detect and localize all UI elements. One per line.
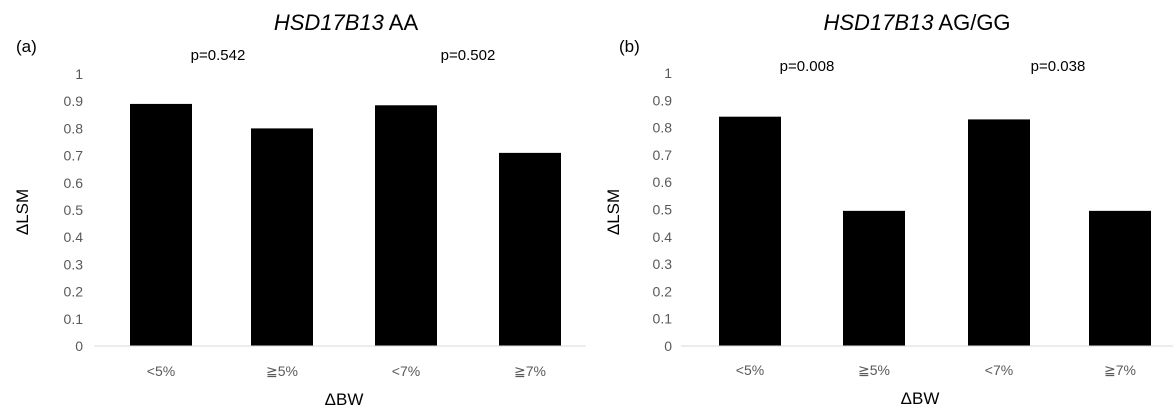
bar (1089, 210, 1151, 346)
chart-title-gene: HSD17B13 (823, 10, 934, 35)
x-axis-title: ΔBW (325, 390, 364, 409)
y-tick-label: 0.7 (64, 148, 84, 164)
p-value-label: p=0.038 (1031, 58, 1086, 75)
y-axis-title: ΔLSM (604, 189, 623, 235)
y-ticks-group: 0 0.1 0.2 0.3 0.4 0.5 0.6 0.7 0.8 0.9 1 (653, 65, 673, 354)
x-tick-label: <5% (147, 363, 175, 379)
p-value-label: p=0.542 (191, 47, 246, 64)
p-value-label: p=0.502 (441, 47, 496, 64)
chart-title-genotype: AA (384, 10, 419, 35)
y-tick-label: 0.1 (64, 311, 84, 327)
chart-panel-a: (a) HSD17B13 AA p=0.542 p=0.502 ΔLSM ΔBW… (0, 0, 586, 412)
x-tick-label: <5% (736, 362, 764, 378)
chart-svg-b: (b) HSD17B13 AG/GG p=0.008 p=0.038 ΔLSM … (604, 10, 1173, 408)
y-tick-label: 0.8 (64, 120, 84, 136)
bar (375, 105, 437, 346)
y-tick-label: 0.2 (653, 283, 673, 299)
panel-label: (b) (619, 37, 640, 56)
p-value-label: p=0.008 (780, 58, 835, 75)
bars-group (130, 103, 561, 346)
y-ticks-group: 0 0.1 0.2 0.3 0.4 0.5 0.6 0.7 0.8 0.9 1 (64, 66, 84, 354)
bar (968, 119, 1030, 346)
bar (130, 103, 192, 346)
chart-svg-a: (a) HSD17B13 AA p=0.542 p=0.502 ΔLSM ΔBW… (13, 10, 586, 409)
y-tick-label: 0.4 (653, 229, 673, 245)
bar (251, 128, 313, 346)
bar (719, 116, 781, 347)
chart-panel-b: (b) HSD17B13 AG/GG p=0.008 p=0.038 ΔLSM … (587, 0, 1173, 412)
y-axis-title: ΔLSM (13, 189, 32, 235)
y-tick-label: 0.9 (64, 93, 84, 109)
y-tick-label: 0 (664, 338, 672, 354)
y-tick-label: 0.4 (64, 229, 84, 245)
x-ticks-group: <5% ≧5% <7% ≧7% (147, 363, 546, 379)
x-tick-label: ≧7% (1104, 362, 1136, 378)
chart-title-genotype: AG/GG (934, 10, 1011, 35)
y-tick-label: 0.3 (653, 256, 673, 272)
chart-title-gene: HSD17B13 (274, 10, 385, 35)
y-tick-label: 0.8 (653, 120, 673, 136)
bars-group (719, 116, 1151, 347)
y-tick-label: 1 (75, 66, 83, 82)
x-tick-label: ≧7% (514, 363, 546, 379)
y-tick-label: 1 (664, 65, 672, 81)
y-tick-label: 0.9 (653, 92, 673, 108)
y-tick-label: 0.3 (64, 256, 84, 272)
x-tick-label: ≧5% (266, 363, 298, 379)
y-tick-label: 0.5 (64, 202, 84, 218)
bar (843, 210, 905, 346)
x-tick-label: <7% (392, 363, 420, 379)
y-tick-label: 0.7 (653, 147, 673, 163)
bar (499, 152, 561, 346)
panel-label: (a) (16, 37, 37, 56)
chart-title: HSD17B13 AG/GG (823, 10, 1010, 35)
y-tick-label: 0.1 (653, 311, 673, 327)
chart-title: HSD17B13 AA (274, 10, 419, 35)
x-tick-label: ≧5% (858, 362, 890, 378)
y-tick-label: 0.6 (64, 175, 84, 191)
y-tick-label: 0.5 (653, 202, 673, 218)
y-tick-label: 0.6 (653, 174, 673, 190)
y-tick-label: 0.2 (64, 284, 84, 300)
x-ticks-group: <5% ≧5% <7% ≧7% (736, 362, 1136, 378)
x-tick-label: <7% (985, 362, 1013, 378)
y-tick-label: 0 (75, 338, 83, 354)
x-axis-title: ΔBW (901, 389, 940, 408)
